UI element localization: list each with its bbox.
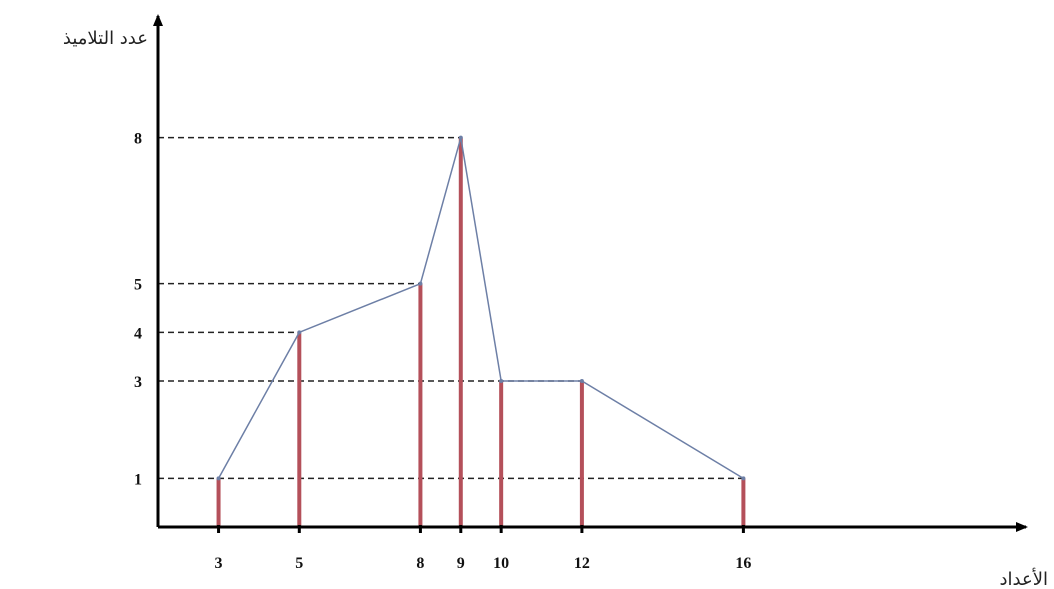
x-tick-label: 16 (735, 555, 751, 572)
bars (216, 137, 746, 527)
x-tick-label: 8 (416, 555, 424, 572)
data-point (418, 281, 423, 286)
data-point (741, 476, 746, 481)
y-tick-label: 4 (134, 325, 142, 342)
data-point (216, 476, 221, 481)
tick-marks (217, 525, 745, 533)
x-tick-label: 9 (457, 555, 465, 572)
x-tick-label: 10 (493, 555, 509, 572)
data-point (297, 330, 302, 335)
data-point (579, 379, 584, 383)
y-tick-label: 5 (134, 277, 142, 294)
x-tick-label: 5 (295, 555, 303, 572)
data-point (499, 379, 504, 383)
data-point (458, 135, 463, 140)
y-tick-label: 8 (134, 131, 142, 148)
series-line (217, 137, 744, 479)
y-tick-labels: 1 3 4 5 8 (134, 131, 142, 489)
guide-lines (158, 136, 744, 480)
x-tick-label: 3 (215, 555, 223, 572)
frequency-polygon (216, 135, 746, 481)
x-tick-labels: 3 5 8 9 10 12 16 (215, 555, 752, 572)
x-axis-label: الأعداد (1000, 568, 1048, 589)
y-tick-label: 3 (134, 374, 142, 391)
x-tick-label: 12 (574, 555, 590, 572)
y-axis-label: عدد التلاميذ (63, 28, 148, 49)
y-tick-label: 1 (134, 471, 142, 488)
